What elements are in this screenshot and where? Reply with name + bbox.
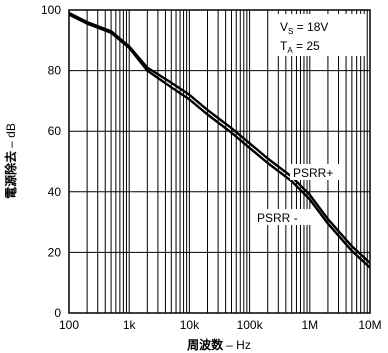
ta-condition: TA = 25 xyxy=(280,39,320,55)
psrr-minus-label-bg xyxy=(254,209,312,225)
conditions-box xyxy=(277,14,365,56)
y-tick-label: 80 xyxy=(48,64,62,78)
psrr-minus-label: PSRR - xyxy=(257,211,298,225)
x-tick-label: 1k xyxy=(123,318,137,332)
psrr-plus-label: PSRR+ xyxy=(293,166,333,180)
x-tick-label: 10k xyxy=(180,318,200,332)
y-axis-title: 電源除去– dB xyxy=(3,123,18,199)
tick-labels: 100 1k 10k 100k 1M 10M 0 20 40 60 80 100 xyxy=(41,3,382,332)
x-axis-title: 周波数 – Hz xyxy=(187,337,251,352)
x-tick-label: 1M xyxy=(301,318,318,332)
y-tick-label: 100 xyxy=(41,3,61,17)
y-tick-label: 40 xyxy=(48,185,62,199)
x-tick-label: 100 xyxy=(59,318,79,332)
psrr-minus-line xyxy=(68,13,371,269)
psrr-plus-label-bg xyxy=(290,164,344,180)
series-group xyxy=(68,11,371,269)
y-tick-label: 60 xyxy=(48,124,62,138)
vs-condition: VS = 18V xyxy=(280,20,328,36)
y-tick-label: 20 xyxy=(48,245,62,259)
plot-frame xyxy=(68,9,371,314)
x-tick-label: 10M xyxy=(358,318,381,332)
y-tick-label: 0 xyxy=(54,306,61,320)
x-tick-label: 100k xyxy=(237,318,264,332)
grid xyxy=(69,9,371,314)
